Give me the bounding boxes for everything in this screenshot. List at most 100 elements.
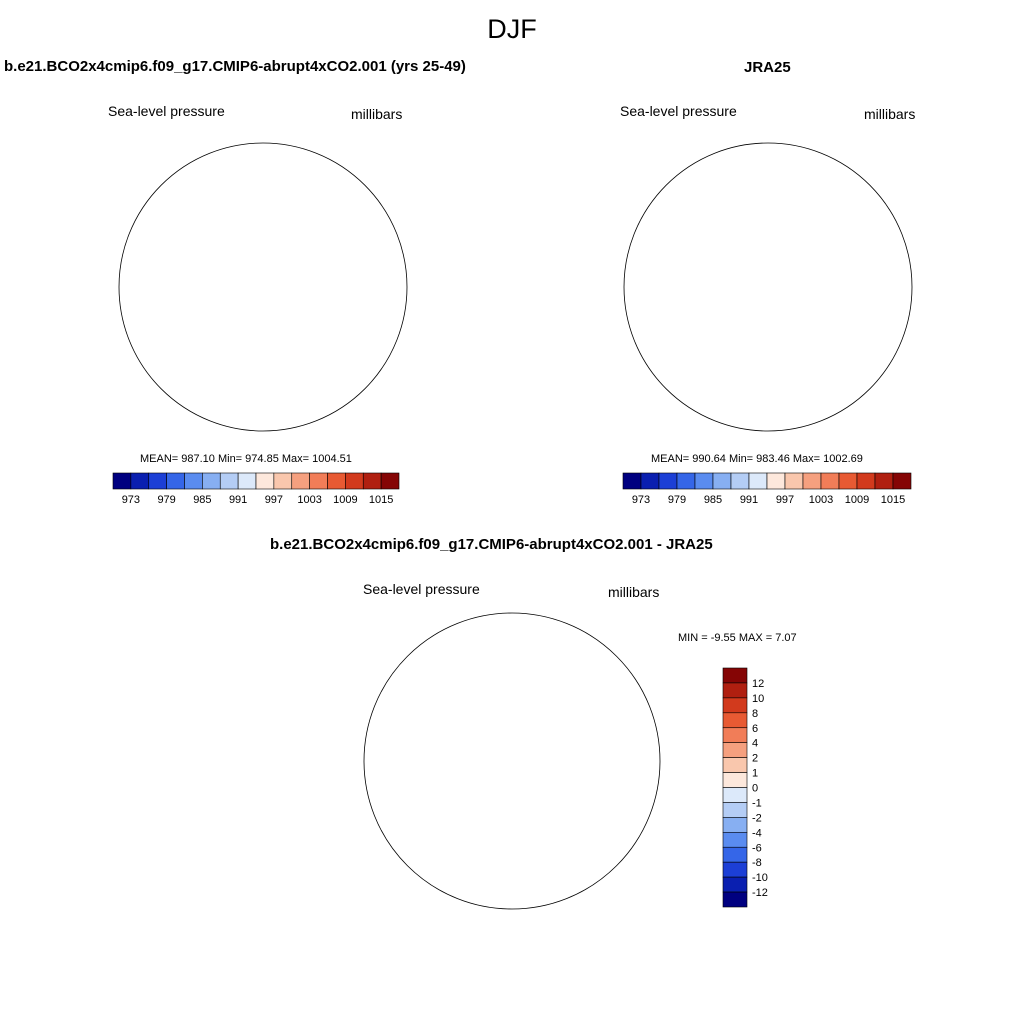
colorbar-swatch [722,727,748,743]
colorbar-swatch [130,472,150,490]
colorbar-tick-label: -10 [752,872,768,884]
colorbar-swatch [237,472,257,490]
colorbar-tick-label: -12 [752,887,768,899]
colorbar-tick-label: 8 [752,708,758,720]
panel-3-title: b.e21.BCO2x4cmip6.f09_g17.CMIP6-abrupt4x… [270,536,713,553]
colorbar-tick-label: 979 [157,494,175,506]
contour-region-ring-light [397,631,643,887]
contour-region-rim-bottom [725,337,898,431]
colorbar-tick-label: 2 [752,753,758,765]
colorbar-swatch [694,472,714,490]
colorbar-tick-label: -6 [752,842,762,854]
colorbar-tick-label: 991 [229,494,247,506]
colorbar-swatch [722,802,748,818]
figure-title: DJF [487,14,537,44]
panel-3-variable-label: Sea-level pressure [363,581,480,597]
contour-region-ring-light [656,160,895,409]
contour-region-rim-right [642,717,655,843]
map-border [363,612,661,910]
colorbar-tick-label: 1015 [369,494,393,506]
colorbar-tick-label: 997 [265,494,283,506]
map-background-field [364,613,660,909]
colorbar-tick-label: 0 [752,783,758,795]
map-background-field [119,143,407,431]
colorbar-tick-label: 985 [704,494,722,506]
colorbar-swatch [255,472,275,490]
map-difference [363,612,661,910]
panel-3-stats: MIN = -9.55 MAX = 7.07 [678,632,797,644]
contour-region-deep-west [646,270,764,403]
contour-region-continent-mid [217,212,355,350]
colorbar-swatch [722,697,748,714]
coastline [408,680,616,841]
colorbar-swatch [748,472,768,490]
contour-region-continent-warm [241,226,343,336]
colorbar-tick-label: 1009 [333,494,357,506]
colorbar-swatch [722,832,748,848]
colorbar-swatch [345,472,364,490]
colorbar-swatch [874,472,894,490]
colorbar-tick-label: -4 [752,827,762,839]
colorbar-swatch [219,472,239,490]
colorbar-swatch [273,472,293,490]
contour-region-continent-warm2 [260,236,332,324]
colorbar-tick-label: 1015 [881,494,905,506]
contour-region-continent-outer [699,198,874,366]
contour-region-continent-core [273,250,308,309]
map-reanalysis [623,142,913,432]
contour-region-ring-mid [408,646,627,872]
contour-region-rim-bottom [220,337,393,431]
contour-region-deep-north [213,171,332,215]
contour-region-continent-mid [722,212,860,350]
colorbar-swatch [722,876,748,893]
colorbar-swatch [722,817,748,833]
contour-region-ring-light [151,160,390,409]
colorbar-swatch [802,472,822,490]
colorbar-tick-label: 1003 [297,494,321,506]
colorbar-swatch [362,472,382,490]
contour-region-deep-west-core [151,289,194,351]
colorbar-swatch [722,787,748,803]
colorbar-swatch [640,472,660,490]
colorbar-swatch [622,472,642,490]
colorbar-swatch [838,472,858,490]
colorbar-tick-label: 997 [776,494,794,506]
contour-region-continent-core [778,250,813,309]
contour-region-rim-left-inner [140,150,234,409]
colorbar-swatch [658,472,678,490]
coastline [667,208,869,364]
colorbar-swatch [676,472,696,490]
colorbar-swatch [112,472,132,490]
panel-1-stats: MEAN= 987.10 Min= 974.85 Max= 1004.51 [140,453,352,465]
colorbar-swatch [184,472,203,490]
colorbar-swatch [722,742,748,758]
contour-region-deep-west [141,270,259,403]
contour-region-rim-left-inner [385,620,482,886]
colorbar-tick-label: 4 [752,738,758,750]
colorbar-tick-label: 1 [752,768,758,780]
colorbar-swatch [722,667,748,684]
contour-region-deep-north [718,171,837,215]
colorbar-swatch [291,472,310,490]
panel-1-variable-label: Sea-level pressure [108,103,225,119]
colorbar-tick-label: -1 [752,797,762,809]
colorbar-tick-label: 973 [122,494,140,506]
colorbar-swatch [722,712,748,729]
colorbar-tick-label: 985 [193,494,211,506]
colorbar-swatch [722,682,748,699]
colorbar-swatch [730,472,750,490]
colorbar-swatch [202,472,221,490]
map-background-field [624,143,912,431]
colorbar-model: 973 979 985 991 997 1003 1009 1015 [112,472,400,506]
colorbar-tick-label: 991 [740,494,758,506]
panel-2-title: JRA25 [744,59,791,76]
colorbar-swatch [722,891,748,908]
contour-region-ring-mid [162,175,375,395]
colorbar-swatch [722,772,748,788]
contour-region-deep-west [386,743,507,880]
panel-2-stats: MEAN= 990.64 Min= 983.46 Max= 1002.69 [651,453,863,465]
colorbar-tick-label: 12 [752,678,764,690]
contour-region-rim-left [121,146,213,424]
